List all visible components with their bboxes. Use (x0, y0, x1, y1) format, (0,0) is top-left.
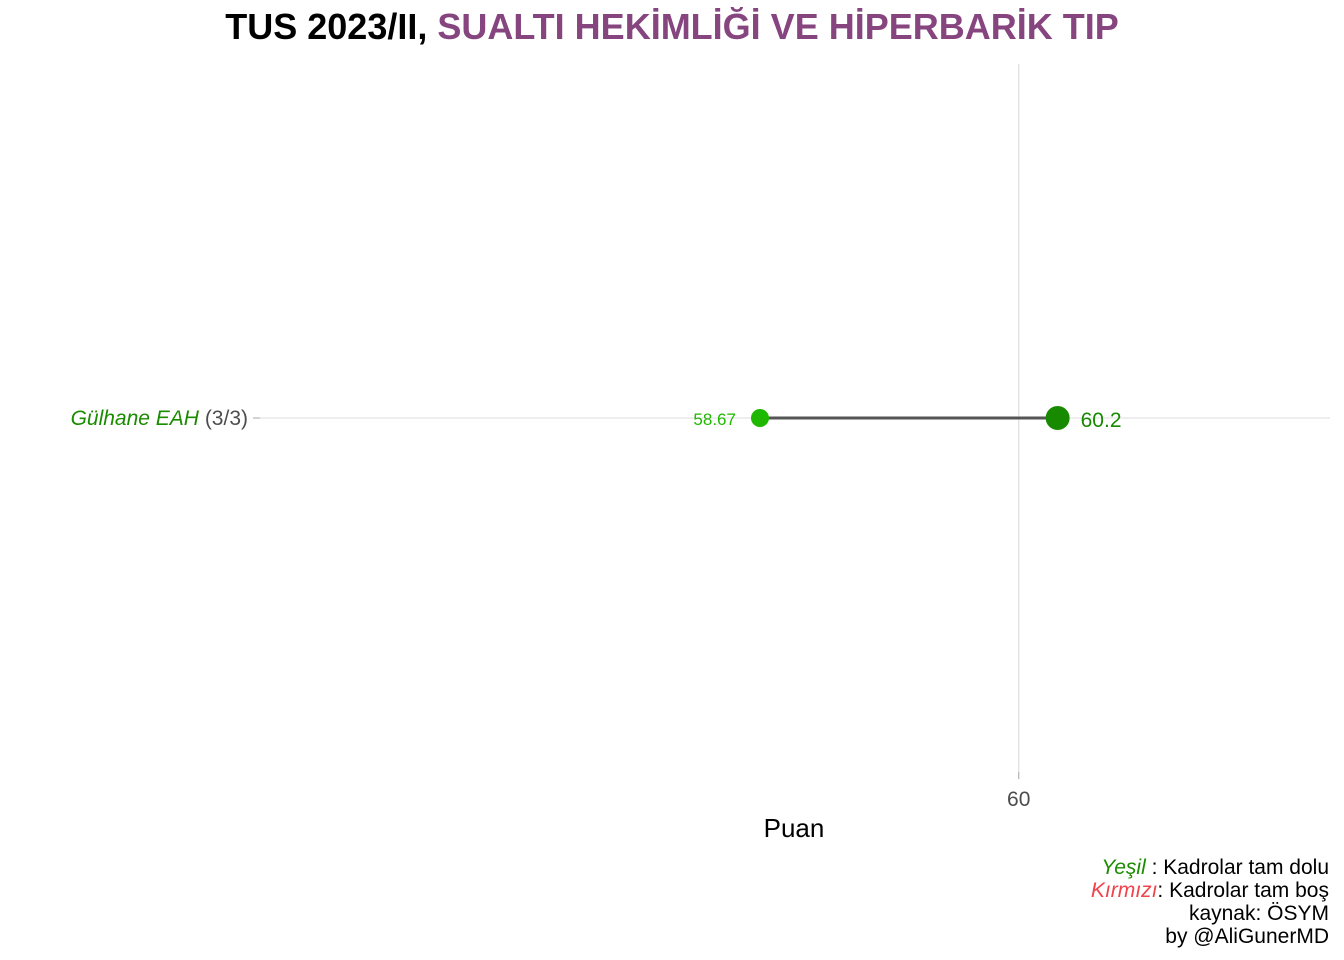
chart-title: TUS 2023/II, SUALTI HEKİMLİĞİ VE HİPERBA… (0, 6, 1344, 48)
min-score-point (750, 409, 769, 427)
x-axis-title: Puan (764, 813, 825, 843)
x-tick-label: 60 (1007, 788, 1030, 811)
legend-red-line: Kırmızı: Kadrolar tam boş (1091, 879, 1329, 902)
category-count: (3/3) (199, 407, 248, 430)
max-score-label: 60.2 (1081, 409, 1122, 432)
chart-caption: Yeşil : Kadrolar tam dolu Kırmızı: Kadro… (1091, 856, 1329, 948)
author-text: by @AliGunerMD (1165, 925, 1329, 948)
legend-red-text: : Kadrolar tam boş (1157, 879, 1329, 902)
chart-title-highlight: SUALTI HEKİMLİĞİ VE HİPERBARİK TIP (437, 6, 1119, 47)
legend-green-word: Yeşil (1101, 856, 1146, 879)
marks-layer: 58.67 60.2 (693, 406, 1122, 432)
y-tick-label: Gülhane EAH (3/3) (71, 407, 248, 430)
category-name: Gülhane EAH (71, 407, 200, 430)
min-score-label: 58.67 (693, 410, 736, 429)
chart-title-prefix: TUS 2023/II, (225, 6, 438, 47)
legend-red-word: Kırmızı (1090, 879, 1158, 902)
legend-green-line: Yeşil : Kadrolar tam dolu (1091, 856, 1329, 879)
max-score-point (1045, 406, 1070, 430)
x-axis-ticks: 60 Gülhane EAH (3/3) (71, 407, 1031, 811)
source-text: kaynak: ÖSYM (1188, 902, 1329, 925)
legend-green-text: : Kadrolar tam dolu (1145, 856, 1329, 879)
